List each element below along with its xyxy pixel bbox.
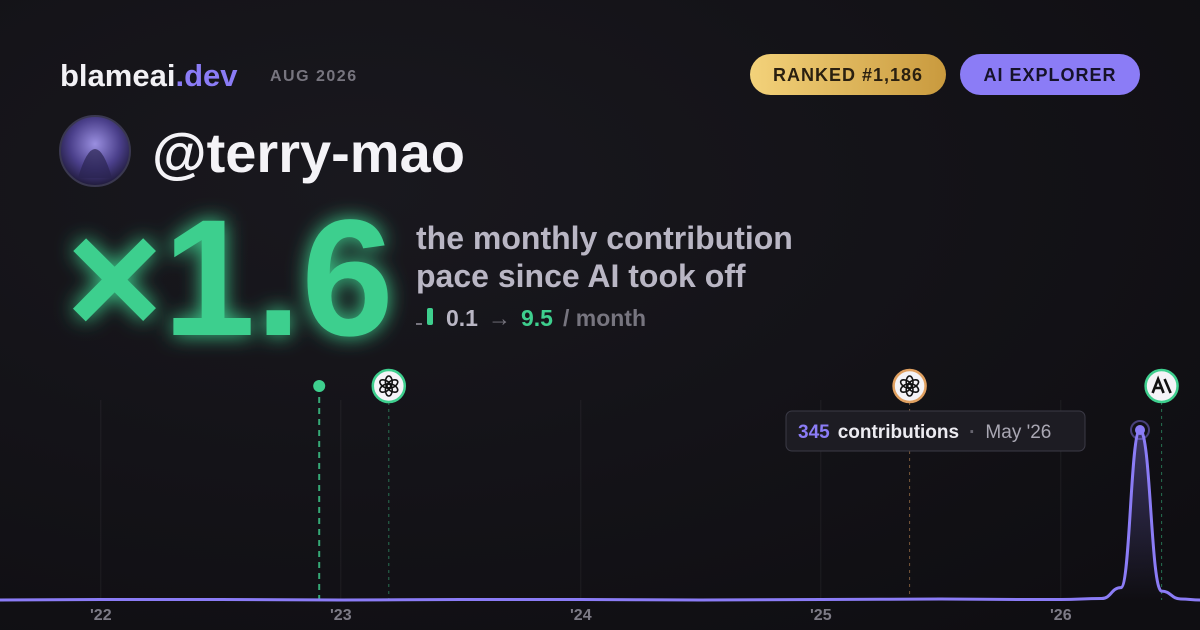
timeline-chart: '22 '23 '24 '25 '26 xyxy=(0,368,1200,624)
date: AUG 2026 xyxy=(270,68,358,85)
tier-text: AI EXPLORER xyxy=(983,65,1116,85)
rate-from: 0.1 xyxy=(446,305,478,331)
event-marker xyxy=(1144,368,1179,600)
mini-bar xyxy=(427,308,433,325)
tier-badge xyxy=(960,54,1140,95)
tooltip: 345 contributions · May '26 xyxy=(785,410,1086,452)
caption-line: pace since AI took off xyxy=(416,258,746,294)
x-tick-label: '22 xyxy=(90,607,112,624)
rate-line: 0.1 → 9.5 / month xyxy=(446,305,646,331)
event-marker xyxy=(371,368,407,600)
rate-arrow: → xyxy=(488,305,511,331)
peak-ring xyxy=(1130,420,1150,440)
x-tick-label: '23 xyxy=(330,607,352,624)
brand-name: blameai xyxy=(60,58,175,93)
mini-bar xyxy=(416,323,422,325)
rank-badge xyxy=(750,54,946,95)
multiplier: ×1.6 xyxy=(66,186,394,371)
tooltip-value: 345 xyxy=(798,422,830,443)
rate-to: 9.5 xyxy=(521,305,553,331)
avatar-figure xyxy=(78,149,112,178)
peak-dot xyxy=(1135,425,1145,435)
username: @terry-mao xyxy=(152,121,465,184)
brand: blameai.dev xyxy=(60,58,238,93)
x-tick-label: '24 xyxy=(570,607,592,624)
anthropic-logo xyxy=(1151,375,1172,394)
tooltip-date: May '26 xyxy=(985,422,1051,443)
brand-suffix: .dev xyxy=(175,58,238,93)
event-marker xyxy=(892,368,927,600)
event-icon-bg xyxy=(892,368,927,404)
x-tick-label: '26 xyxy=(1050,607,1072,624)
caption-line: the monthly contribution xyxy=(416,220,793,256)
tooltip-label: contributions xyxy=(838,422,959,443)
openai-petal xyxy=(379,378,392,390)
event-marker xyxy=(313,380,326,600)
line xyxy=(0,428,1200,602)
tooltip-text: 345 contributions · May '26 xyxy=(798,422,1051,443)
openai-petal xyxy=(899,378,913,390)
x-tick-label: '25 xyxy=(810,607,832,624)
tooltip-box xyxy=(785,410,1086,452)
tooltip-separator: · xyxy=(969,422,975,443)
event-icon-bg xyxy=(371,368,407,404)
event-dot xyxy=(313,380,326,392)
rank-text: RANKED #1,186 xyxy=(773,65,923,85)
rate-unit: / month xyxy=(563,305,646,331)
